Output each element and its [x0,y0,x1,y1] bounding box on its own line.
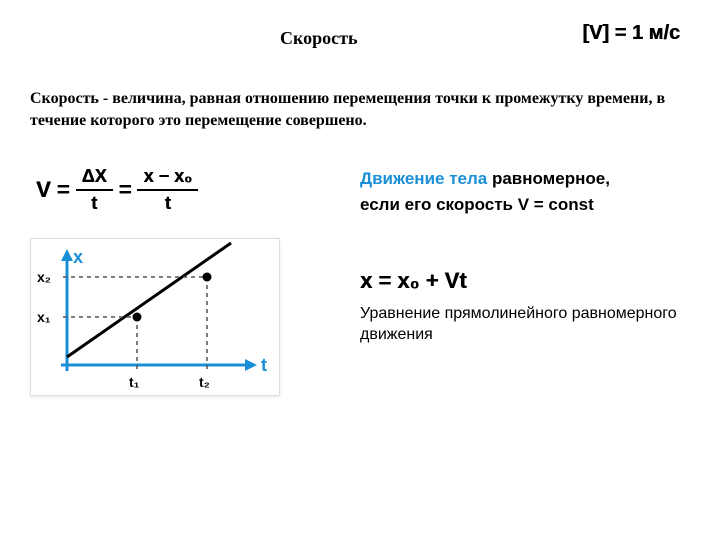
formula-lhs: V = [36,177,70,203]
graph-svg: x t x₁ x₂ t₁ t₂ [31,239,281,397]
data-points [133,273,212,322]
uniform-blk1: равномерное, [487,169,610,188]
uniform-motion-text: Движение тела равномерное, если его скор… [360,166,610,217]
x1-label: x₁ [37,309,51,325]
frac1-den: t [91,191,97,214]
t1-label: t₁ [129,374,140,390]
definition-text: Скорость - величина, равная отношению пе… [30,88,690,133]
guide-lines [63,277,207,369]
fraction-1: ΔX t [76,166,113,214]
frac1-num: ΔX [76,166,113,191]
t2-label: t₂ [199,374,210,390]
frac2-den: t [165,191,171,214]
uniform-hl: Движение тела [360,169,487,188]
t-axis-label: t [261,355,267,375]
formula-mid: = [119,177,132,203]
page-title: Скорость [280,28,358,49]
x-axis-arrow [245,359,257,371]
unit-formula: [V] = 1 м/с [582,22,680,45]
x2-label: x₂ [37,269,51,285]
frac2-num: x − x₀ [137,166,198,191]
xt-graph: x t x₁ x₂ t₁ t₂ [30,238,280,396]
position-formula: x = x₀ + Vt [360,268,467,294]
y-axis-arrow [61,249,73,261]
velocity-formula: V = ΔX t = x − x₀ t [36,166,204,214]
uniform-blk2: если его скорость V = const [360,195,594,214]
formula-caption: Уравнение прямолинейного равномерного дв… [360,304,720,346]
x-axis-label: x [73,247,83,267]
data-line [67,243,231,357]
fraction-2: x − x₀ t [137,166,198,214]
